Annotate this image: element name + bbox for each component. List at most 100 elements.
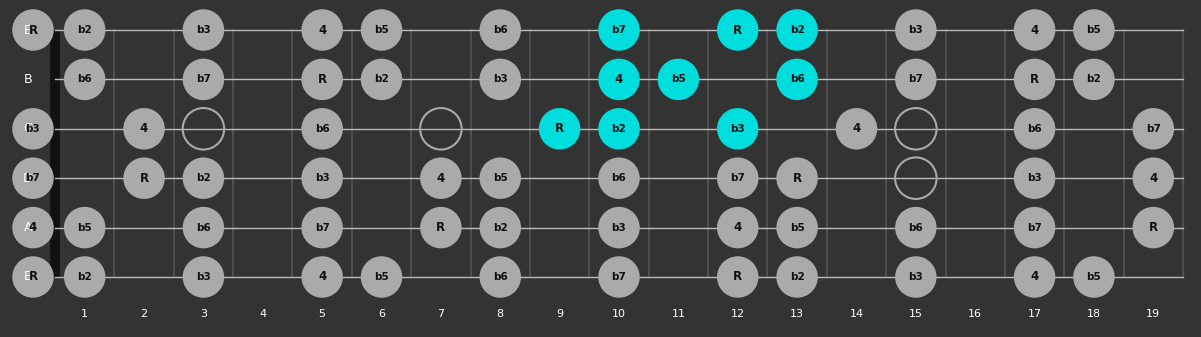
Text: 2: 2 [141, 309, 148, 319]
Text: b5: b5 [1087, 25, 1101, 35]
Text: 4: 4 [141, 122, 148, 135]
Circle shape [1014, 207, 1056, 248]
Circle shape [124, 157, 165, 199]
Circle shape [183, 157, 225, 199]
Circle shape [717, 256, 759, 298]
Text: b7: b7 [611, 272, 627, 282]
Circle shape [1014, 108, 1056, 150]
Text: 4: 4 [1030, 271, 1039, 283]
Text: E: E [24, 271, 32, 283]
Circle shape [64, 256, 106, 298]
Text: b3: b3 [908, 25, 924, 35]
Text: b7: b7 [196, 74, 211, 84]
Text: b2: b2 [492, 223, 508, 233]
Text: 10: 10 [613, 309, 626, 319]
Circle shape [301, 9, 343, 51]
Text: b3: b3 [1027, 173, 1042, 183]
Circle shape [64, 59, 106, 100]
Circle shape [183, 9, 225, 51]
Text: b7: b7 [315, 223, 329, 233]
Circle shape [12, 9, 54, 51]
Text: b5: b5 [375, 25, 389, 35]
Circle shape [1133, 108, 1175, 150]
Circle shape [420, 207, 461, 248]
Circle shape [776, 157, 818, 199]
Circle shape [12, 157, 54, 199]
Text: 15: 15 [909, 309, 922, 319]
Circle shape [301, 256, 343, 298]
Text: 4: 4 [615, 73, 623, 86]
Circle shape [717, 207, 759, 248]
Text: R: R [436, 221, 446, 234]
Text: b6: b6 [790, 74, 805, 84]
Text: b6: b6 [77, 74, 92, 84]
Text: b7: b7 [730, 173, 745, 183]
Circle shape [1074, 59, 1115, 100]
Text: b3: b3 [25, 124, 41, 134]
Text: R: R [139, 172, 149, 185]
Circle shape [64, 207, 106, 248]
Text: 4: 4 [1149, 172, 1158, 185]
Circle shape [717, 9, 759, 51]
Text: b6: b6 [315, 124, 329, 134]
Circle shape [1014, 59, 1056, 100]
Circle shape [1014, 256, 1056, 298]
Text: R: R [1030, 73, 1039, 86]
Circle shape [479, 59, 521, 100]
Text: 4: 4 [318, 24, 327, 36]
Circle shape [301, 207, 343, 248]
Circle shape [479, 207, 521, 248]
Circle shape [301, 157, 343, 199]
Circle shape [183, 207, 225, 248]
Text: b3: b3 [492, 74, 508, 84]
Text: b3: b3 [730, 124, 745, 134]
Circle shape [1133, 207, 1175, 248]
Text: 4: 4 [259, 309, 267, 319]
Text: b3: b3 [908, 272, 924, 282]
Circle shape [1074, 256, 1115, 298]
Text: A: A [24, 221, 32, 234]
Circle shape [776, 59, 818, 100]
Text: b5: b5 [790, 223, 805, 233]
Circle shape [658, 59, 699, 100]
Circle shape [12, 108, 54, 150]
Text: b6: b6 [611, 173, 627, 183]
Text: b5: b5 [77, 223, 92, 233]
Circle shape [895, 9, 937, 51]
Text: b6: b6 [492, 25, 508, 35]
Circle shape [598, 59, 640, 100]
Text: R: R [733, 271, 742, 283]
Text: R: R [1148, 221, 1158, 234]
Circle shape [1133, 157, 1175, 199]
Text: 11: 11 [671, 309, 686, 319]
Circle shape [420, 157, 461, 199]
Text: 17: 17 [1028, 309, 1041, 319]
Text: b2: b2 [375, 74, 389, 84]
Circle shape [183, 59, 225, 100]
Text: 4: 4 [734, 221, 742, 234]
Circle shape [598, 207, 640, 248]
Text: 1: 1 [82, 309, 88, 319]
Text: R: R [29, 24, 37, 36]
Text: b7: b7 [908, 74, 924, 84]
Circle shape [12, 256, 54, 298]
Text: b7: b7 [1027, 223, 1042, 233]
Text: b2: b2 [1087, 74, 1101, 84]
Text: B: B [24, 73, 32, 86]
Text: 19: 19 [1146, 309, 1160, 319]
Circle shape [895, 207, 937, 248]
Text: 6: 6 [378, 309, 386, 319]
Text: 8: 8 [497, 309, 504, 319]
Text: b5: b5 [492, 173, 508, 183]
Circle shape [360, 59, 402, 100]
Text: D: D [23, 172, 32, 185]
Circle shape [717, 157, 759, 199]
Circle shape [598, 157, 640, 199]
Text: G: G [23, 122, 32, 135]
Text: 13: 13 [790, 309, 805, 319]
Text: R: R [317, 73, 327, 86]
Text: 4: 4 [318, 271, 327, 283]
Circle shape [598, 256, 640, 298]
Text: b2: b2 [790, 272, 805, 282]
Text: b2: b2 [790, 25, 805, 35]
